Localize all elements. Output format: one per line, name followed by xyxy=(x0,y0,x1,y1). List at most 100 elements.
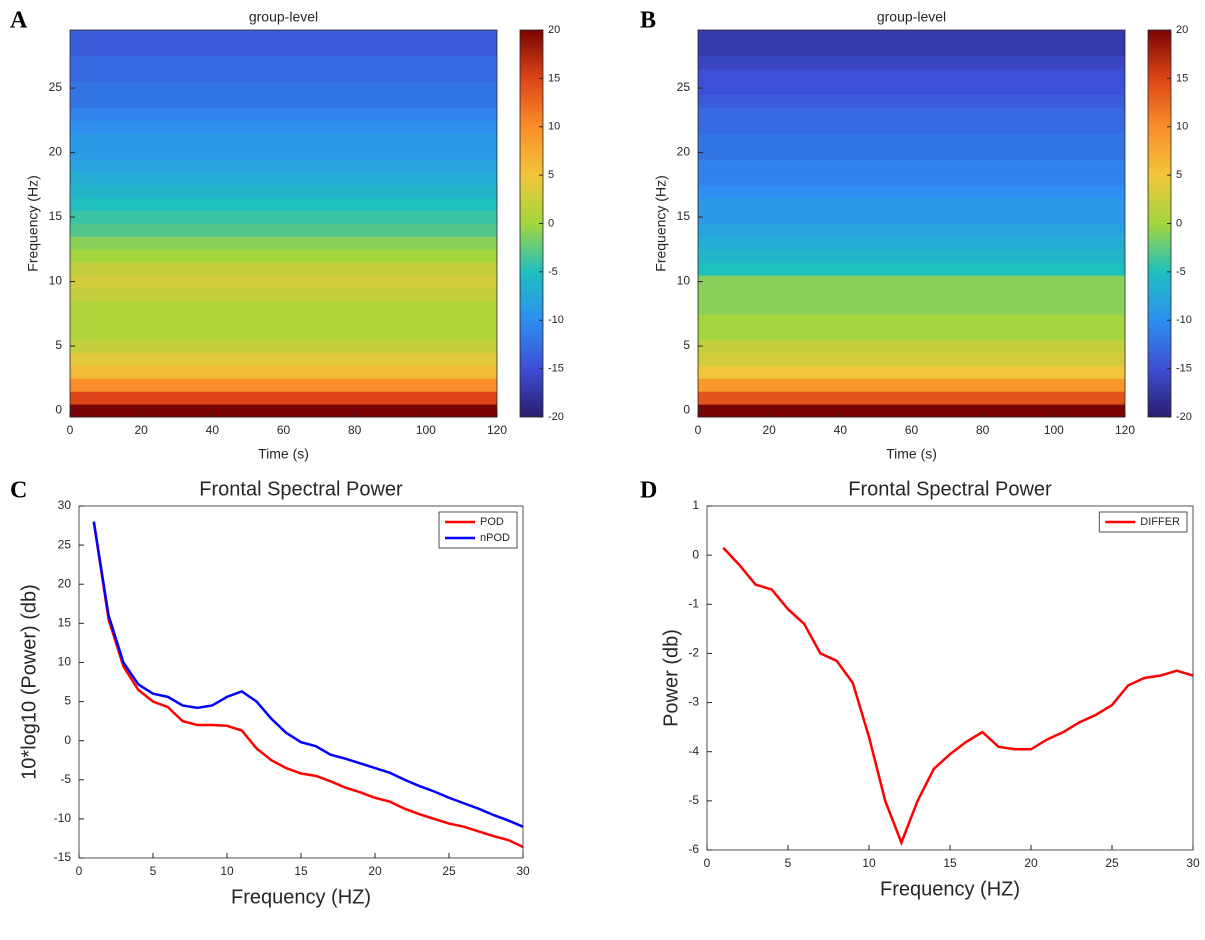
y-tick-label: -3 xyxy=(688,695,699,709)
legend-box xyxy=(1098,511,1188,533)
colorbar-tick-label: -10 xyxy=(548,314,564,326)
colorbar-tick-label: 20 xyxy=(548,24,560,36)
x-tick-label: 10 xyxy=(220,864,234,878)
heatmap-row xyxy=(698,391,1125,405)
legend-box xyxy=(438,511,518,549)
x-tick-label: 15 xyxy=(294,864,308,878)
heatmap-row xyxy=(70,81,497,95)
y-tick-label: 0 xyxy=(692,547,699,561)
y-tick-label: -5 xyxy=(60,772,71,786)
heatmap-row xyxy=(698,288,1125,302)
y-tick-label: -6 xyxy=(688,842,699,856)
heatmap-row xyxy=(70,197,497,212)
x-tick-label: 0 xyxy=(695,423,702,437)
y-tick-label: 20 xyxy=(49,145,63,159)
colorbar-tick-label: 0 xyxy=(548,217,554,229)
heatmap-row xyxy=(70,159,497,173)
x-tick-label: 30 xyxy=(1186,856,1200,870)
chart-title: Frontal Spectral Power xyxy=(848,478,1052,500)
y-tick-label: 15 xyxy=(49,209,63,223)
y-tick-label: 15 xyxy=(677,209,691,223)
x-tick-label: 20 xyxy=(762,423,776,437)
y-tick-label: 10 xyxy=(49,274,63,288)
heatmap-row xyxy=(698,133,1125,147)
heatmap-row xyxy=(698,171,1125,186)
heatmap-row xyxy=(70,365,497,379)
heatmap-row xyxy=(70,223,497,237)
heatmap-row xyxy=(70,30,497,44)
panel-label: A xyxy=(10,8,28,34)
heatmap-row xyxy=(698,236,1125,250)
y-tick-label: -10 xyxy=(54,811,72,825)
heatmap-row xyxy=(70,171,497,186)
colorbar-tick-label: 10 xyxy=(548,121,560,133)
heatmap-row xyxy=(70,120,497,134)
heatmap-row xyxy=(698,339,1125,353)
heatmap-row xyxy=(698,300,1125,315)
heatmap-row xyxy=(698,159,1125,173)
heatmap-row xyxy=(70,300,497,315)
line-series xyxy=(722,546,1194,847)
y-tick-label: 0 xyxy=(55,403,62,417)
colorbar-tick-label: -5 xyxy=(1176,266,1186,278)
y-tick-label: 0 xyxy=(683,403,690,417)
heatmap-row xyxy=(70,68,497,83)
line-series xyxy=(92,521,524,849)
x-tick-label: 10 xyxy=(862,856,876,870)
panel-label: B xyxy=(640,8,656,34)
heatmap-row xyxy=(70,42,497,57)
heatmap-row xyxy=(698,365,1125,379)
heatmap-row xyxy=(698,81,1125,95)
x-axis-label: Time (s) xyxy=(258,446,309,462)
x-tick-label: 120 xyxy=(1115,423,1135,437)
plot-frame xyxy=(78,505,524,859)
heatmap-row xyxy=(70,249,497,263)
heatmap-row xyxy=(70,378,497,392)
heatmap-row xyxy=(70,133,497,147)
y-axis-label: 10*log10 (Power) (db) xyxy=(18,584,40,780)
heatmap-row xyxy=(698,146,1125,160)
line-series xyxy=(92,521,524,828)
heatmap-row xyxy=(70,404,497,418)
x-tick-label: 40 xyxy=(834,423,848,437)
x-tick-label: 80 xyxy=(348,423,362,437)
colorbar-tick-label: 20 xyxy=(1176,24,1188,36)
y-tick-label: -15 xyxy=(54,850,72,864)
colorbar-tick-label: -5 xyxy=(548,266,558,278)
colorbar-tick-label: 5 xyxy=(548,169,554,181)
x-tick-label: 0 xyxy=(67,423,74,437)
heatmap-row xyxy=(698,210,1125,224)
heatmap-row xyxy=(698,249,1125,263)
y-tick-label: 20 xyxy=(58,576,72,590)
heatmap-row xyxy=(698,313,1125,328)
y-tick-label: 20 xyxy=(677,145,691,159)
heatmap-row xyxy=(70,146,497,160)
heatmap-row xyxy=(698,120,1125,134)
colorbar-tick-label: 5 xyxy=(1176,169,1182,181)
x-tick-label: 5 xyxy=(785,856,792,870)
colorbar-tick-label: 15 xyxy=(548,72,560,84)
colorbar-tick-label: 0 xyxy=(1176,217,1182,229)
heatmap-row xyxy=(698,404,1125,418)
y-tick-label: -5 xyxy=(688,793,699,807)
colorbar-tick-label: -15 xyxy=(548,363,564,375)
y-tick-label: 10 xyxy=(58,655,72,669)
heatmap-row xyxy=(698,184,1125,199)
heatmap-row xyxy=(698,352,1125,366)
y-axis-label: Frequency (Hz) xyxy=(653,175,669,271)
heatmap-row xyxy=(70,210,497,224)
x-tick-label: 100 xyxy=(1044,423,1064,437)
heatmap-row xyxy=(698,326,1125,341)
heatmap-row xyxy=(70,94,497,108)
x-tick-label: 20 xyxy=(134,423,148,437)
x-tick-label: 60 xyxy=(277,423,291,437)
colorbar-tick-label: 10 xyxy=(1176,121,1188,133)
heatmap-row xyxy=(70,184,497,199)
heatmap-row xyxy=(698,94,1125,108)
heatmap-row xyxy=(698,107,1125,121)
y-tick-label: 10 xyxy=(677,274,691,288)
y-tick-label: 0 xyxy=(64,733,71,747)
y-tick-label: 25 xyxy=(49,80,63,94)
colorbar-tick-label: -20 xyxy=(548,411,564,423)
